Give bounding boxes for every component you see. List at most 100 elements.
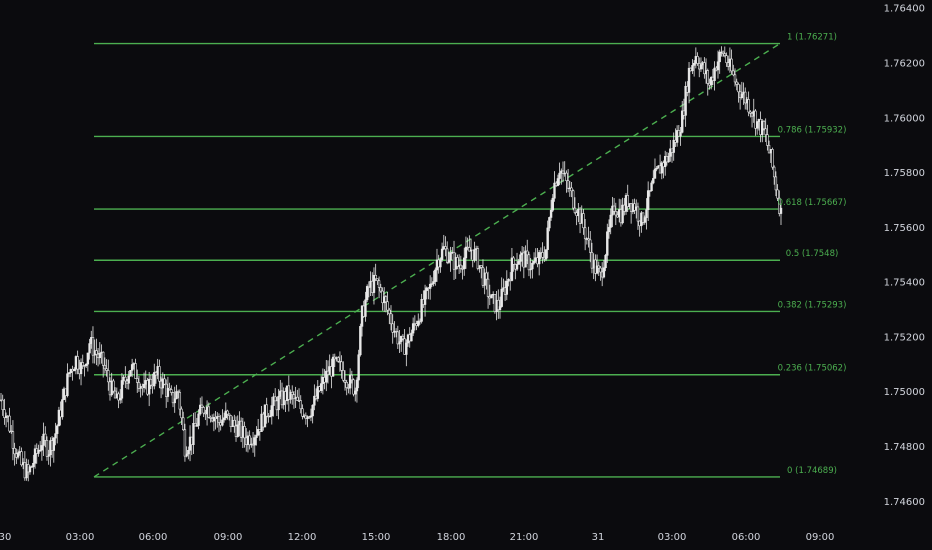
candle-body bbox=[480, 265, 483, 268]
candle-body bbox=[11, 431, 15, 449]
candle-body bbox=[147, 378, 151, 395]
candle-body bbox=[255, 434, 258, 438]
candle-body bbox=[342, 370, 345, 381]
candle-body bbox=[771, 149, 774, 168]
candle-body bbox=[485, 272, 488, 280]
candle-body bbox=[67, 372, 71, 375]
candle-body bbox=[505, 280, 509, 295]
candle-body bbox=[101, 351, 105, 366]
candle-body bbox=[388, 309, 391, 315]
candle-body bbox=[372, 274, 376, 293]
candle-body bbox=[589, 239, 592, 253]
candle-body bbox=[524, 250, 527, 268]
candle-body bbox=[463, 257, 466, 270]
candle-body bbox=[98, 353, 101, 359]
candle-body bbox=[444, 246, 447, 250]
candle-body bbox=[473, 249, 476, 261]
candle-body bbox=[81, 362, 84, 366]
candle-body bbox=[352, 379, 355, 395]
price-tick-label: 1.75600 bbox=[884, 223, 925, 234]
time-tick-label: 09:00 bbox=[806, 532, 835, 543]
candle-body bbox=[667, 156, 670, 163]
candle-body bbox=[119, 397, 122, 401]
candle-body bbox=[142, 384, 146, 389]
candle-body bbox=[737, 84, 740, 93]
candle-body bbox=[117, 393, 120, 401]
candle-body bbox=[357, 354, 360, 381]
candle-body bbox=[755, 121, 759, 129]
candle-body bbox=[187, 450, 190, 455]
candle-body bbox=[1, 399, 4, 410]
price-tick-label: 1.76000 bbox=[884, 113, 925, 124]
candle-body bbox=[377, 280, 381, 288]
candle-body bbox=[776, 189, 779, 199]
fib-level-label: 0.5 (1.7548) bbox=[786, 249, 839, 259]
time-tick-label: 21:00 bbox=[510, 532, 539, 543]
candle-body bbox=[430, 283, 434, 285]
candle-body bbox=[558, 172, 561, 179]
candle-body bbox=[652, 178, 655, 184]
candle-body bbox=[595, 265, 599, 274]
candle-body bbox=[149, 378, 153, 386]
candle-body bbox=[692, 62, 696, 66]
candle-body bbox=[182, 417, 185, 431]
candle-body bbox=[428, 283, 432, 289]
candle-body bbox=[256, 429, 260, 436]
candle-body bbox=[425, 287, 428, 291]
candle-body bbox=[134, 363, 137, 379]
candle-body bbox=[684, 85, 687, 116]
candle-body bbox=[331, 356, 335, 377]
candle-body bbox=[396, 331, 400, 345]
candle-body bbox=[691, 65, 694, 72]
candle-body bbox=[679, 131, 682, 137]
price-tick-label: 1.75400 bbox=[884, 278, 925, 289]
candle-body bbox=[440, 248, 444, 260]
candle-body bbox=[500, 288, 503, 307]
candle-body bbox=[325, 370, 328, 383]
candle-body bbox=[345, 382, 348, 388]
candle-body bbox=[112, 380, 115, 392]
candle-body bbox=[207, 406, 210, 418]
candle-body bbox=[228, 413, 231, 416]
candle-body bbox=[8, 415, 11, 432]
candle-body bbox=[709, 76, 713, 86]
candle-body bbox=[725, 55, 728, 63]
candle-body bbox=[614, 211, 618, 216]
candle-body bbox=[270, 405, 273, 417]
candle-body bbox=[650, 182, 653, 192]
candle-body bbox=[464, 246, 468, 259]
candle-body bbox=[609, 214, 612, 228]
candle-body bbox=[56, 425, 59, 434]
candle-body bbox=[439, 259, 442, 268]
candle-body bbox=[44, 433, 47, 441]
candle-body bbox=[740, 93, 744, 99]
candle-body bbox=[384, 296, 388, 303]
candle-body bbox=[527, 254, 531, 271]
candle-body bbox=[531, 262, 534, 270]
candle-body bbox=[103, 365, 107, 370]
candle-body bbox=[52, 437, 55, 451]
candle-body bbox=[747, 99, 750, 113]
candle-body bbox=[40, 445, 44, 451]
candle-body bbox=[88, 343, 91, 354]
candle-body bbox=[183, 429, 187, 457]
candle-body bbox=[316, 386, 319, 399]
time-axis[interactable]: 30 03:00 06:00 09:00 12:00 15:00 18:00 21:00 31 0… bbox=[0, 532, 834, 543]
candle-body bbox=[45, 440, 49, 457]
price-axis[interactable]: 1.76400 1.76200 1.76000 1.75800 1.75600 1.754… bbox=[884, 4, 925, 508]
candle-body bbox=[354, 390, 357, 395]
candle-body bbox=[733, 74, 737, 83]
candle-body bbox=[168, 387, 171, 390]
candle-body bbox=[561, 170, 565, 174]
candle-body bbox=[565, 172, 568, 181]
candle-body bbox=[573, 207, 577, 213]
candle-body bbox=[178, 392, 182, 410]
candle-body bbox=[158, 366, 161, 382]
candle-body bbox=[265, 404, 268, 417]
candles bbox=[0, 46, 783, 482]
candle-body bbox=[202, 407, 205, 414]
candle-body bbox=[292, 394, 296, 400]
candle-body bbox=[173, 398, 176, 404]
